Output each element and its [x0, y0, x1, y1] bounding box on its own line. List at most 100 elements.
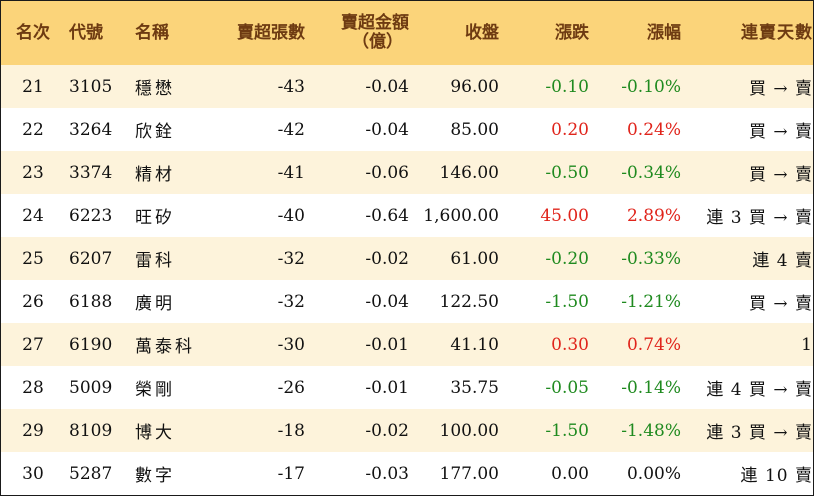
- cell-change-pct: 0.00%: [626, 463, 681, 484]
- header-change-pct: 漲幅: [647, 22, 681, 43]
- cell-code: 8109: [69, 420, 113, 441]
- cell-name: 欣銓: [135, 122, 175, 142]
- cell-name: 雷科: [135, 251, 175, 271]
- table-row: 30 5287 數字 -17 -0.03 177.00 0.00 0.00% 連…: [1, 452, 813, 495]
- cell-streak: 1: [801, 334, 813, 355]
- cell-change-pct: 2.89%: [626, 205, 681, 226]
- cell-net-sell-lots: -42: [277, 119, 305, 140]
- cell-close: 1,600.00: [423, 205, 499, 226]
- cell-name: 萬泰科: [135, 337, 195, 357]
- table-row: 25 6207 雷科 -32 -0.02 61.00 -0.20 -0.33% …: [1, 237, 813, 280]
- cell-code: 6188: [69, 291, 113, 312]
- table-row: 28 5009 榮剛 -26 -0.01 35.75 -0.05 -0.14% …: [1, 366, 813, 409]
- cell-code: 5009: [69, 377, 113, 398]
- cell-net-sell-lots: -26: [277, 377, 305, 398]
- cell-net-sell-amount: -0.01: [365, 377, 409, 398]
- header-row: 名次 代號 名稱 賣超張數 賣超金額 （億） 收盤 漲跌 漲幅 連賣天數: [1, 1, 813, 65]
- header-net-sell-amount-line1: 賣超金額: [341, 13, 409, 33]
- header-code: 代號: [69, 22, 103, 43]
- cell-rank: 23: [22, 162, 44, 183]
- cell-close: 146.00: [439, 162, 499, 183]
- cell-change-pct: -1.48%: [621, 420, 681, 441]
- cell-change: 0.00: [551, 463, 589, 484]
- header-net-sell-amount-line2: （億）: [352, 32, 403, 52]
- cell-code: 5287: [69, 463, 113, 484]
- cell-change: -1.50: [545, 420, 589, 441]
- cell-net-sell-amount: -0.02: [365, 248, 409, 269]
- cell-net-sell-amount: -0.04: [365, 76, 409, 97]
- cell-streak: 連 3 買 → 賣: [706, 208, 813, 228]
- cell-code: 6207: [69, 248, 113, 269]
- cell-code: 6223: [69, 205, 113, 226]
- cell-net-sell-lots: -41: [277, 162, 305, 183]
- cell-code: 6190: [69, 334, 113, 355]
- cell-rank: 21: [22, 76, 44, 97]
- cell-code: 3374: [69, 162, 113, 183]
- cell-change: -1.50: [545, 291, 589, 312]
- header-name: 名稱: [135, 22, 169, 43]
- cell-rank: 27: [22, 334, 44, 355]
- cell-streak: 買 → 賣: [748, 122, 813, 142]
- cell-net-sell-amount: -0.02: [365, 420, 409, 441]
- cell-net-sell-lots: -30: [277, 334, 305, 355]
- cell-rank: 29: [22, 420, 44, 441]
- cell-close: 177.00: [439, 463, 499, 484]
- cell-change: -0.05: [545, 377, 589, 398]
- header-change: 漲跌: [555, 22, 589, 43]
- cell-code: 3264: [69, 119, 113, 140]
- cell-change: -0.20: [545, 248, 589, 269]
- cell-rank: 22: [22, 119, 44, 140]
- cell-change-pct: 0.24%: [626, 119, 681, 140]
- cell-net-sell-amount: -0.04: [365, 291, 409, 312]
- cell-name: 博大: [135, 423, 175, 443]
- cell-change: 0.30: [551, 334, 589, 355]
- cell-name: 廣明: [135, 294, 175, 314]
- cell-close: 85.00: [450, 119, 499, 140]
- table-row: 21 3105 穩懋 -43 -0.04 96.00 -0.10 -0.10% …: [1, 65, 813, 108]
- cell-close: 96.00: [450, 76, 499, 97]
- cell-rank: 25: [22, 248, 44, 269]
- cell-net-sell-lots: -32: [277, 291, 305, 312]
- cell-net-sell-lots: -40: [277, 205, 305, 226]
- cell-close: 41.10: [450, 334, 499, 355]
- cell-rank: 26: [22, 291, 44, 312]
- cell-streak: 買 → 賣: [748, 165, 813, 185]
- table-row: 29 8109 博大 -18 -0.02 100.00 -1.50 -1.48%…: [1, 409, 813, 452]
- cell-net-sell-lots: -17: [277, 463, 305, 484]
- cell-name: 榮剛: [135, 380, 175, 400]
- cell-rank: 30: [22, 463, 44, 484]
- header-rank: 名次: [16, 22, 50, 43]
- cell-rank: 28: [22, 377, 44, 398]
- cell-code: 3105: [69, 76, 113, 97]
- cell-name: 穩懋: [135, 79, 175, 99]
- cell-streak: 連 4 賣: [752, 251, 813, 271]
- cell-name: 數字: [135, 466, 175, 486]
- table-row: 23 3374 精材 -41 -0.06 146.00 -0.50 -0.34%…: [1, 151, 813, 194]
- cell-change-pct: -1.21%: [621, 291, 681, 312]
- cell-streak: 買 → 賣: [748, 294, 813, 314]
- table-row: 24 6223 旺矽 -40 -0.64 1,600.00 45.00 2.89…: [1, 194, 813, 237]
- cell-net-sell-lots: -18: [277, 420, 305, 441]
- cell-change-pct: -0.10%: [621, 76, 681, 97]
- header-close: 收盤: [465, 22, 499, 43]
- table-row: 27 6190 萬泰科 -30 -0.01 41.10 0.30 0.74% 1: [1, 323, 813, 366]
- cell-change: -0.10: [545, 76, 589, 97]
- cell-streak: 連 10 賣: [740, 466, 813, 486]
- cell-net-sell-amount: -0.06: [365, 162, 409, 183]
- cell-change-pct: -0.34%: [621, 162, 681, 183]
- cell-streak: 買 → 賣: [748, 79, 813, 99]
- header-streak: 連賣天數: [741, 22, 813, 43]
- cell-close: 122.50: [439, 291, 499, 312]
- table-row: 26 6188 廣明 -32 -0.04 122.50 -1.50 -1.21%…: [1, 280, 813, 323]
- cell-net-sell-amount: -0.64: [365, 205, 409, 226]
- header-net-sell-amount: 賣超金額 （億）: [305, 1, 409, 65]
- table-row: 22 3264 欣銓 -42 -0.04 85.00 0.20 0.24% 買 …: [1, 108, 813, 151]
- cell-close: 100.00: [439, 420, 499, 441]
- cell-change: 0.20: [551, 119, 589, 140]
- cell-rank: 24: [22, 205, 44, 226]
- cell-streak: 連 3 買 → 賣: [706, 423, 813, 443]
- cell-change: 45.00: [540, 205, 589, 226]
- cell-close: 61.00: [450, 248, 499, 269]
- cell-streak: 連 4 買 → 賣: [706, 380, 813, 400]
